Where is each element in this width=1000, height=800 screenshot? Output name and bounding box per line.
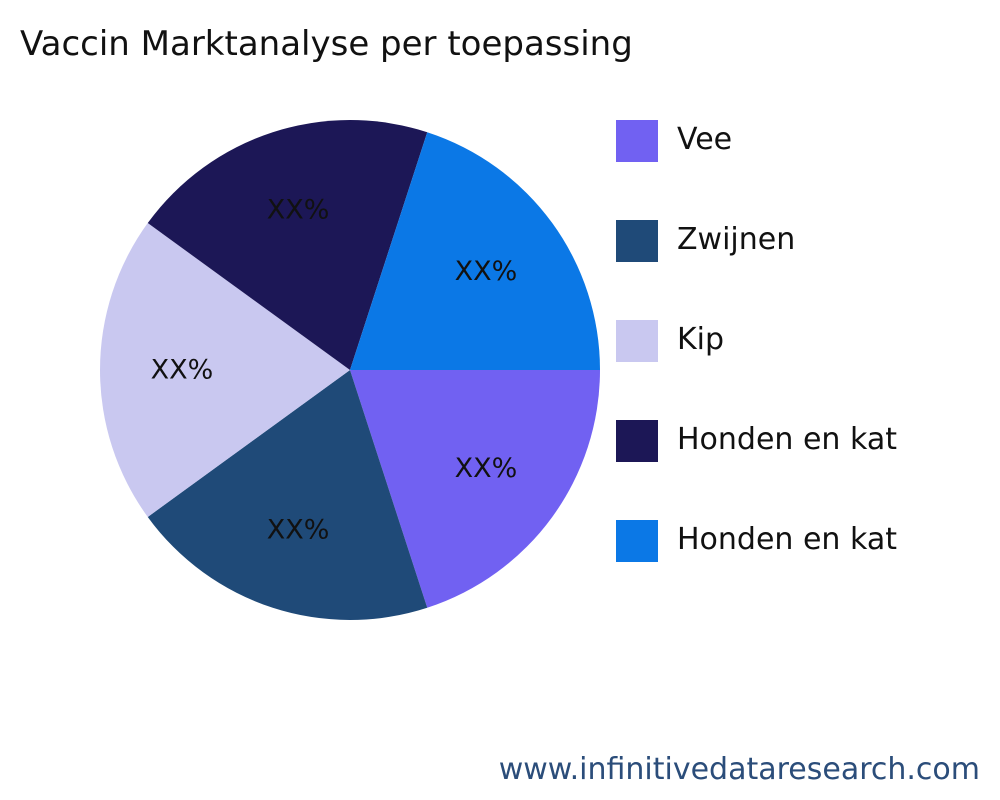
pie-slice-5[interactable] (350, 132, 600, 370)
slice-data-label-1: XX% (455, 453, 518, 484)
legend-swatch (616, 220, 658, 262)
legend-swatch (616, 520, 658, 562)
legend-label: Kip (677, 322, 725, 357)
legend-item-3[interactable]: Kip (616, 320, 986, 362)
pie-slice-4[interactable] (147, 120, 428, 370)
legend-swatch (616, 120, 658, 162)
slice-data-label-5: XX% (455, 256, 518, 287)
pie-data-labels: XX% XX% XX% XX% XX% (151, 195, 518, 546)
legend-item-5[interactable]: Honden en kat (616, 520, 986, 562)
slice-data-label-2: XX% (267, 514, 330, 545)
legend-item-1[interactable]: Vee (616, 120, 986, 162)
legend-label: Honden en kat (677, 522, 897, 557)
slice-data-label-4: XX% (267, 195, 330, 226)
chart-title: Vaccin Marktanalyse per toepassing (20, 24, 633, 64)
legend-swatch (616, 420, 658, 462)
legend-swatch (616, 320, 658, 362)
legend-label: Zwijnen (677, 222, 796, 257)
legend-label: Vee (677, 122, 733, 157)
pie-slices (100, 120, 600, 620)
source-url[interactable]: www.infinitivedataresearch.com (498, 752, 980, 787)
pie-slice-1[interactable] (350, 370, 600, 608)
pie-slice-2[interactable] (147, 370, 428, 620)
pie-slice-3[interactable] (100, 223, 350, 517)
legend-item-2[interactable]: Zwijnen (616, 220, 986, 262)
legend-item-4[interactable]: Honden en kat (616, 420, 986, 462)
legend-label: Honden en kat (677, 422, 897, 457)
slice-data-label-3: XX% (151, 355, 214, 386)
